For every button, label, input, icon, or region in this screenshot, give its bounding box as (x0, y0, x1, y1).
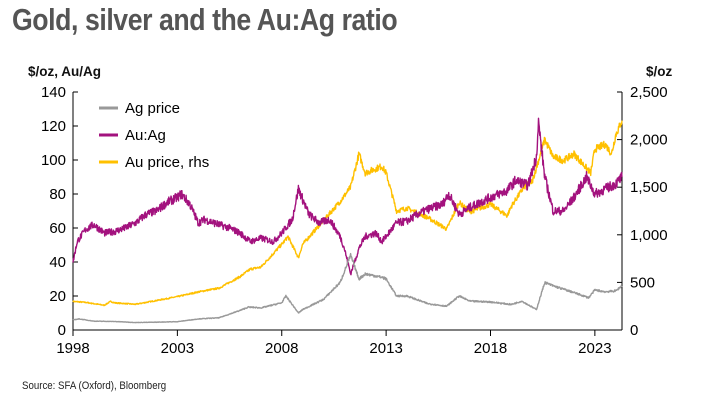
legend-label: Ag price (125, 100, 180, 117)
left-tick-label: 0 (58, 322, 66, 339)
right-tick-label: 1,000 (630, 227, 668, 244)
chart-axes: 0 20 40 60 80 100 120 140 0 500 1,000 1,500 2,000 2,5… (41, 84, 668, 357)
left-tick-label: 60 (49, 220, 66, 237)
right-tick-label: 500 (630, 274, 655, 291)
x-tick-label: 2003 (161, 340, 194, 357)
chart-lines (72, 117, 623, 324)
left-tick-label: 80 (49, 186, 66, 203)
x-tick-label: 2008 (265, 340, 298, 357)
left-tick-label: 140 (41, 84, 66, 101)
x-tick-label: 2013 (369, 340, 402, 357)
left-tick-label: 40 (49, 254, 66, 271)
right-tick-label: 2,000 (630, 132, 668, 149)
series-line-ag-price (72, 252, 623, 324)
x-tick-label: 2018 (474, 340, 507, 357)
right-tick-label: 0 (630, 322, 638, 339)
right-tick-label: 2,500 (630, 84, 668, 101)
x-tick-label: 2023 (578, 340, 611, 357)
left-axis-unit-label: $/oz, Au/Ag (28, 64, 101, 79)
legend-label: Au price, rhs (125, 154, 209, 171)
chart-legend: Ag price Au:Ag Au price, rhs (99, 100, 209, 171)
x-tick-label: 1998 (56, 340, 89, 357)
right-tick-label: 1,500 (630, 179, 668, 196)
right-axis-unit-label: $/oz (646, 64, 673, 79)
chart-title: Gold, silver and the Au:Ag ratio (12, 2, 398, 37)
series-line-au-ag (72, 117, 623, 276)
left-tick-label: 100 (41, 152, 66, 169)
legend-label: Au:Ag (125, 127, 166, 144)
left-tick-label: 20 (49, 288, 66, 305)
left-tick-label: 120 (41, 118, 66, 135)
source-note: Source: SFA (Oxford), Bloomberg (22, 380, 167, 392)
